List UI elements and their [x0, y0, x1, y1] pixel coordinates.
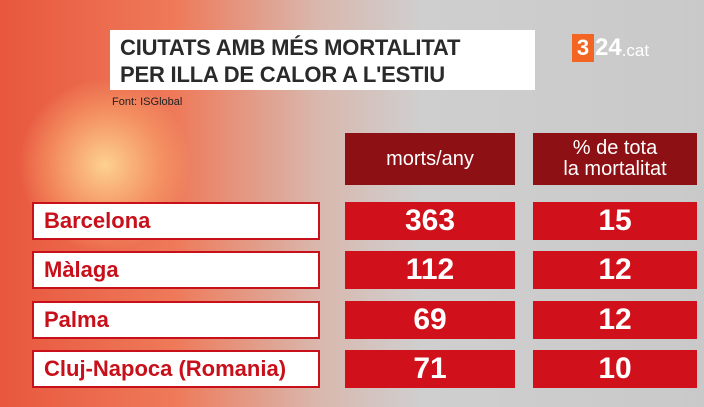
percent-cell: 12 — [533, 251, 697, 289]
city-name: Barcelona — [32, 202, 320, 240]
percent-cell: 10 — [533, 350, 697, 388]
column-header: % de tota la mortalitat — [533, 133, 697, 185]
logo-mark: 3 — [572, 34, 594, 62]
logo: 3 24 .cat — [572, 34, 649, 62]
percent-cell: 12 — [533, 301, 697, 339]
column-header: morts/any — [345, 133, 515, 185]
deaths-cell: 69 — [345, 301, 515, 339]
city-name: Màlaga — [32, 251, 320, 289]
header-line: % de tota — [572, 137, 658, 159]
percent-cell: 15 — [533, 202, 697, 240]
deaths-cell: 112 — [345, 251, 515, 289]
header-line: morts/any — [386, 147, 474, 170]
deaths-cell: 71 — [345, 350, 515, 388]
logo-suffix: .cat — [621, 40, 650, 60]
source: Font: ISGlobal — [112, 96, 183, 108]
header-line: la mortalitat — [563, 158, 667, 180]
deaths-cell: 363 — [345, 202, 515, 240]
city-name: Cluj-Napoca (Romania) — [32, 350, 320, 388]
title-line: PER ILLA DE CALOR A L'ESTIU — [120, 62, 445, 87]
logo-text: 24 — [595, 34, 622, 61]
title-line: CIUTATS AMB MÉS MORTALITAT — [120, 35, 461, 60]
title-box: CIUTATS AMB MÉS MORTALITAT PER ILLA DE C… — [110, 30, 535, 90]
city-name: Palma — [32, 301, 320, 339]
